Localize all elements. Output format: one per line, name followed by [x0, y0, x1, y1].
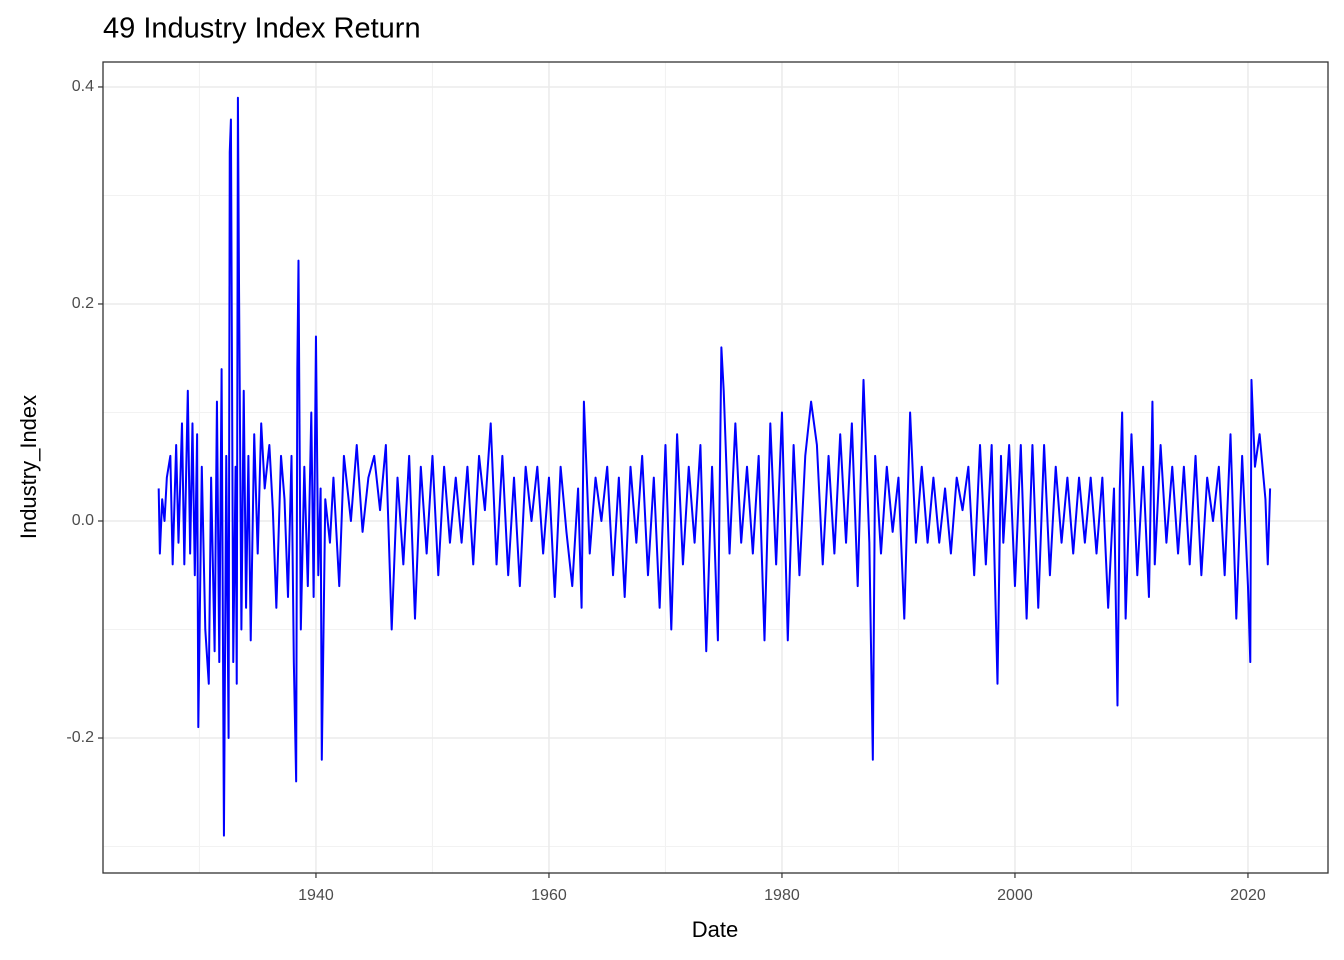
y-tick-label: 0.2	[72, 295, 94, 312]
x-tick-label: 1940	[298, 887, 334, 904]
x-axis-title: Date	[692, 917, 738, 942]
series-line	[157, 96, 1272, 837]
y-tick-label: -0.2	[66, 729, 94, 746]
x-tick-label: 2000	[997, 887, 1033, 904]
y-axis-title: Industry_Index	[16, 395, 41, 539]
chart-title: 49 Industry Index Return	[103, 13, 421, 45]
x-tick-label: 2020	[1230, 887, 1266, 904]
panel-border	[102, 61, 1329, 874]
y-tick-label: 0.0	[72, 512, 94, 529]
x-tick-label: 1980	[764, 887, 800, 904]
x-tick-label: 1960	[531, 887, 567, 904]
y-tick-label: 0.4	[72, 78, 94, 95]
